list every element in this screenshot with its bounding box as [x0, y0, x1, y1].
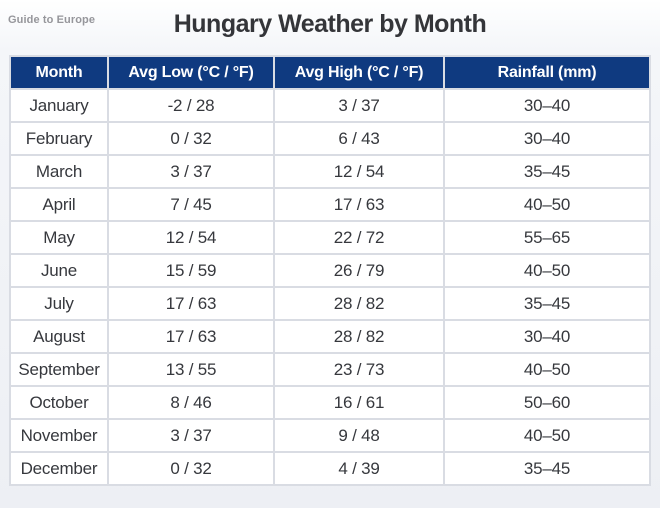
cell-avg-high: 17 / 63 [275, 189, 443, 220]
column-header-avg-low: Avg Low (°C / °F) [109, 57, 273, 88]
cell-month: November [11, 420, 107, 451]
cell-month: August [11, 321, 107, 352]
cell-avg-high: 6 / 43 [275, 123, 443, 154]
cell-month: July [11, 288, 107, 319]
cell-rainfall: 30–40 [445, 123, 649, 154]
cell-rainfall: 35–45 [445, 288, 649, 319]
cell-avg-low: 13 / 55 [109, 354, 273, 385]
table-header: Month Avg Low (°C / °F) Avg High (°C / °… [11, 57, 649, 88]
cell-rainfall: 35–45 [445, 453, 649, 484]
table-row: August 17 / 63 28 / 82 30–40 [11, 321, 649, 352]
cell-rainfall: 40–50 [445, 189, 649, 220]
cell-avg-low: 0 / 32 [109, 453, 273, 484]
cell-rainfall: 55–65 [445, 222, 649, 253]
cell-avg-low: 0 / 32 [109, 123, 273, 154]
table-row: May 12 / 54 22 / 72 55–65 [11, 222, 649, 253]
cell-avg-low: 3 / 37 [109, 156, 273, 187]
cell-rainfall: 40–50 [445, 255, 649, 286]
cell-month: March [11, 156, 107, 187]
cell-avg-high: 28 / 82 [275, 321, 443, 352]
cell-rainfall: 40–50 [445, 354, 649, 385]
cell-month: December [11, 453, 107, 484]
table-row: February 0 / 32 6 / 43 30–40 [11, 123, 649, 154]
table-body: January -2 / 28 3 / 37 30–40 February 0 / 32 6… [11, 90, 649, 484]
page-title: Hungary Weather by Month [173, 10, 487, 38]
cell-month: April [11, 189, 107, 220]
cell-avg-low: 17 / 63 [109, 288, 273, 319]
cell-rainfall: 35–45 [445, 156, 649, 187]
table-row: June 15 / 59 26 / 79 40–50 [11, 255, 649, 286]
table-row: March 3 / 37 12 / 54 35–45 [11, 156, 649, 187]
column-header-rainfall: Rainfall (mm) [445, 57, 649, 88]
cell-month: June [11, 255, 107, 286]
column-header-month: Month [11, 57, 107, 88]
table-row: November 3 / 37 9 / 48 40–50 [11, 420, 649, 451]
cell-month: January [11, 90, 107, 121]
cell-avg-high: 28 / 82 [275, 288, 443, 319]
cell-month: May [11, 222, 107, 253]
cell-rainfall: 30–40 [445, 321, 649, 352]
cell-avg-low: 7 / 45 [109, 189, 273, 220]
cell-avg-low: 12 / 54 [109, 222, 273, 253]
cell-avg-low: -2 / 28 [109, 90, 273, 121]
table-row: July 17 / 63 28 / 82 35–45 [11, 288, 649, 319]
brand-label: Guide to Europe [8, 14, 96, 26]
cell-avg-high: 16 / 61 [275, 387, 443, 418]
cell-rainfall: 50–60 [445, 387, 649, 418]
cell-avg-high: 3 / 37 [275, 90, 443, 121]
cell-rainfall: 30–40 [445, 90, 649, 121]
table-row: December 0 / 32 4 / 39 35–45 [11, 453, 649, 484]
cell-month: October [11, 387, 107, 418]
cell-avg-high: 9 / 48 [275, 420, 443, 451]
cell-month: February [11, 123, 107, 154]
header-row: Month Avg Low (°C / °F) Avg High (°C / °… [11, 57, 649, 88]
cell-avg-low: 3 / 37 [109, 420, 273, 451]
cell-avg-high: 4 / 39 [275, 453, 443, 484]
cell-avg-high: 12 / 54 [275, 156, 443, 187]
cell-rainfall: 40–50 [445, 420, 649, 451]
cell-avg-low: 17 / 63 [109, 321, 273, 352]
table-row: October 8 / 46 16 / 61 50–60 [11, 387, 649, 418]
table-row: April 7 / 45 17 / 63 40–50 [11, 189, 649, 220]
cell-avg-low: 15 / 59 [109, 255, 273, 286]
weather-table: Month Avg Low (°C / °F) Avg High (°C / °… [9, 55, 651, 486]
cell-avg-low: 8 / 46 [109, 387, 273, 418]
table-row: September 13 / 55 23 / 73 40–50 [11, 354, 649, 385]
cell-avg-high: 22 / 72 [275, 222, 443, 253]
column-header-avg-high: Avg High (°C / °F) [275, 57, 443, 88]
cell-month: September [11, 354, 107, 385]
cell-avg-high: 23 / 73 [275, 354, 443, 385]
table-row: January -2 / 28 3 / 37 30–40 [11, 90, 649, 121]
cell-avg-high: 26 / 79 [275, 255, 443, 286]
